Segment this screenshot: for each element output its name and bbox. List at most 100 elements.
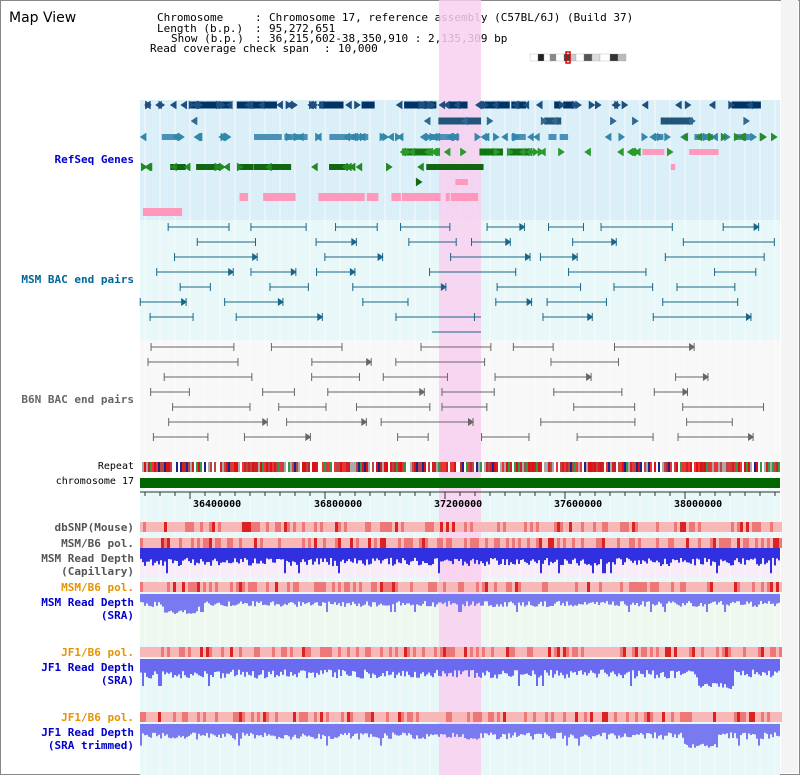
read-depth-bar (182, 594, 184, 613)
read-depth-bar (514, 594, 516, 606)
read-depth-bar (170, 548, 172, 560)
read-depth-bar (712, 548, 714, 562)
read-depth-bar (440, 724, 442, 734)
read-depth-bar (216, 548, 218, 562)
repeat-segment (476, 462, 478, 472)
read-depth-bar (374, 659, 376, 675)
gene-block (170, 164, 186, 170)
read-depth-bar (684, 594, 686, 606)
polymorphism-cell (335, 538, 338, 548)
polymorphism-cell (323, 522, 326, 532)
gene-arrow (506, 147, 514, 157)
read-depth-bar (466, 659, 468, 671)
read-depth-bar (764, 724, 766, 733)
repeat-segment (622, 462, 624, 472)
repeat-segment (596, 462, 598, 472)
repeat-segment (282, 462, 284, 472)
gene-arrow (417, 162, 424, 172)
polymorphism-cell (266, 538, 269, 548)
polymorphism-cell (143, 647, 146, 657)
read-depth-bar (238, 659, 240, 670)
polymorphism-cell (347, 647, 350, 657)
repeat-segment (628, 462, 630, 472)
read-depth-bar (350, 724, 352, 739)
polymorphism-cell (308, 582, 311, 592)
read-depth-bar (560, 724, 562, 733)
label-msm-bac[interactable]: MSM BAC end pairs (21, 273, 134, 286)
polymorphism-cell (398, 522, 401, 532)
label-refseq-genes[interactable]: RefSeq Genes (54, 153, 134, 166)
repeat-segment (454, 462, 456, 472)
gene-block (493, 101, 510, 109)
gene-block (366, 193, 379, 201)
read-depth-bar (420, 594, 422, 606)
polymorphism-cell (620, 647, 623, 657)
polymorphism-cell (710, 538, 713, 548)
polymorphism-cell (605, 582, 608, 592)
read-depth-bar (756, 594, 758, 607)
read-depth-bar (184, 659, 186, 676)
read-depth-bar (370, 594, 372, 607)
polymorphism-cell (764, 522, 767, 532)
read-depth-bar (742, 548, 744, 559)
read-depth-bar (356, 594, 358, 607)
read-depth-bar (232, 548, 234, 563)
read-depth-bar (398, 724, 400, 736)
polymorphism-cell (503, 647, 506, 657)
read-depth-bar (648, 724, 650, 734)
read-depth-bar (762, 548, 764, 559)
read-depth-bar (292, 548, 294, 562)
read-depth-bar (776, 548, 778, 559)
polymorphism-cell (140, 712, 143, 722)
read-depth-bar (554, 659, 556, 675)
polymorphism-cell (608, 647, 611, 657)
polymorphism-cell (719, 538, 722, 548)
polymorphism-cell (533, 712, 536, 722)
read-depth-bar (214, 548, 216, 559)
read-depth-bar (208, 659, 210, 686)
repeat-segment (760, 462, 762, 472)
read-depth-bar (706, 724, 708, 746)
polymorphism-cell (539, 522, 542, 532)
read-depth-bar (288, 548, 290, 563)
read-depth-bar (248, 659, 250, 675)
read-depth-bar (592, 548, 594, 574)
polymorphism-cell (707, 582, 710, 592)
polymorphism-cell (623, 538, 626, 548)
read-depth-bar (500, 594, 502, 605)
read-depth-bar (774, 594, 776, 607)
read-depth-bar (402, 594, 404, 603)
repeat-segment (778, 462, 780, 472)
read-depth-bar (404, 594, 406, 606)
repeat-segment (584, 462, 586, 472)
polymorphism-cell (626, 647, 629, 657)
polymorphism-cell (425, 582, 428, 592)
read-depth-bar (364, 548, 366, 566)
polymorphism-cell (404, 538, 407, 548)
read-depth-bar (676, 548, 678, 560)
read-depth-bar (750, 548, 752, 559)
read-depth-bar (610, 724, 612, 734)
label-b6n-bac[interactable]: B6N BAC end pairs (21, 393, 134, 406)
polymorphism-cell (560, 522, 563, 532)
polymorphism-cell (251, 712, 254, 722)
read-depth-bar (310, 548, 312, 560)
repeat-segment (566, 462, 568, 472)
polymorphism-cell (197, 538, 200, 548)
read-depth-bar (318, 659, 320, 675)
read-depth-bar (476, 548, 478, 560)
repeat-segment (468, 462, 470, 472)
read-depth-bar (490, 548, 492, 559)
polymorphism-cell (527, 712, 530, 722)
read-depth-bar (370, 724, 372, 735)
read-depth-bar (342, 724, 344, 735)
polymorphism-cell (611, 522, 614, 532)
read-depth-bar (450, 724, 452, 738)
polymorphism-cell (176, 712, 179, 722)
polymorphism-cell (374, 712, 377, 722)
read-depth-bar (462, 724, 464, 735)
read-depth-bar (454, 659, 456, 671)
polymorphism-cell (191, 582, 194, 592)
read-depth-bar (650, 724, 652, 735)
